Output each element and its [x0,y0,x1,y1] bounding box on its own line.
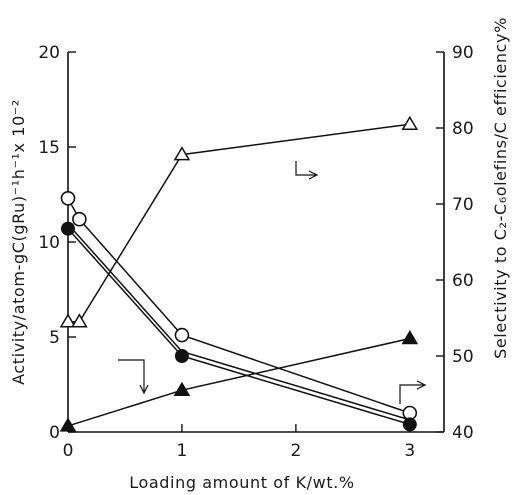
left-y-tick-label: 0 [49,423,60,443]
data-point [71,313,88,328]
x-tick-label: 0 [63,441,74,461]
series-line [68,123,410,323]
data-point [402,417,417,432]
right-y-tick-label: 60 [452,271,474,291]
right-axis-pointer-arrow-top [295,161,319,180]
right-y-axis-label: Selectivity to C₂-C₆olefins/C efficiency… [491,17,510,359]
x-tick-label: 2 [290,441,301,461]
x-axis-label: Loading amount of K/wt.% [129,473,354,492]
left-y-tick-label: 5 [49,328,60,348]
series-open-circle [60,191,418,421]
left-y-tick-label: 15 [38,138,60,158]
series-open-triangle [59,115,419,328]
right-axis-pointer-arrow-bottom [399,380,427,404]
data-point [59,417,77,432]
data-point [173,146,191,161]
right-y-tick-label: 50 [452,347,474,367]
data-point [61,221,75,236]
x-tick-label: 3 [404,441,415,461]
data-point [59,313,77,328]
x-tick-label: 1 [177,441,188,461]
data-point [60,191,76,206]
series-filled-triangle [59,330,419,432]
right-y-tick-label: 80 [452,119,474,139]
series-line [67,197,411,414]
data-point [174,327,190,343]
left-y-tick-label: 20 [38,43,60,63]
data-point [174,349,189,363]
right-y-tick-label: 90 [452,43,474,63]
left-y-tick-label: 10 [38,233,60,253]
series-filled-circle [61,221,417,432]
left-y-axis-label: Activity/atom-gC(gRu)⁻¹h⁻¹x 10⁻² [9,99,28,385]
series-line-double [67,223,411,421]
series-layer [59,115,419,432]
data-point [173,381,191,396]
right-y-tick-label: 40 [452,423,474,443]
right-y-tick-label: 70 [452,195,474,215]
annotations [118,161,427,404]
series-line [67,337,410,427]
axes: 0 1 2 3 0 5 10 15 20 40 50 60 70 80 90 [38,43,473,461]
data-point [401,330,419,345]
data-point [401,115,419,130]
data-point [72,211,87,227]
left-axis-pointer-arrow [118,359,149,395]
